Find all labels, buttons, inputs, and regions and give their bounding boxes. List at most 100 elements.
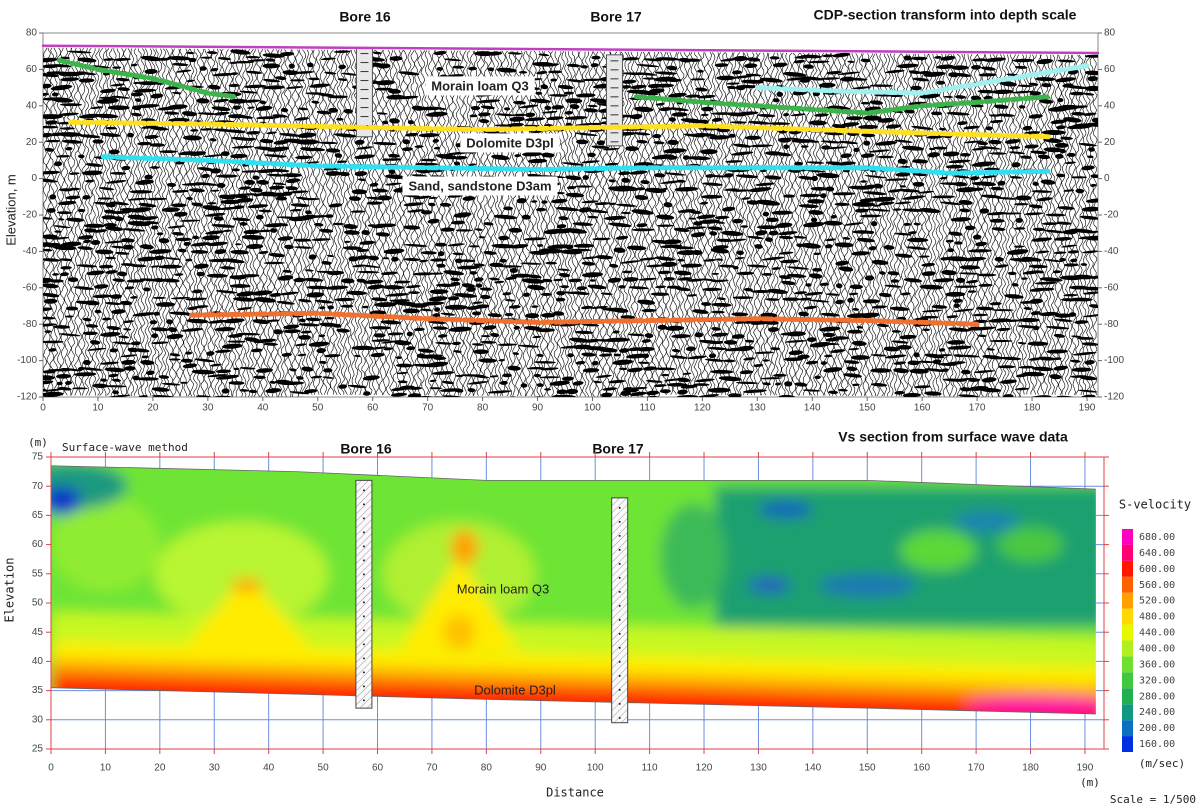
seismic-event [753,364,764,367]
seismic-event [860,180,867,183]
seismic-event [50,64,72,68]
seismic-trace [291,49,296,397]
seismic-event [647,395,659,397]
seismic-event [697,394,720,397]
seismic-event [356,248,370,253]
seismic-event [382,158,390,162]
seismic-event [550,78,558,82]
seismic-event [887,271,900,276]
seismic-event [437,334,448,338]
seismic-event [95,249,114,255]
seismic-event [77,208,86,213]
seismic-event [1056,221,1072,225]
seismic-event [762,211,770,217]
seismic-event [325,148,341,153]
seismic-event [402,147,413,152]
seismic-event [888,398,900,403]
seismic-event [1034,281,1057,285]
seismic-event [186,318,209,324]
seismic-event [73,372,97,377]
seismic-event [790,113,806,117]
seismic-event [436,66,443,71]
seismic-event [338,384,348,389]
seismic-event [963,140,983,144]
y-tick-label: 60 [32,539,44,550]
seismic-event [1020,155,1032,159]
seismic-event [618,285,626,289]
seismic-event [1014,202,1030,206]
colorbar-cell [1122,592,1133,609]
seismic-event [871,305,887,309]
seismic-event [169,353,181,357]
seismic-event [205,212,226,217]
seismic-event [126,279,145,283]
seismic-trace [493,50,499,396]
seismic-event [388,169,396,175]
x-tick-label: 140 [804,403,821,414]
y-tick-label: 20 [1104,137,1116,148]
seismic-event [263,261,285,265]
seismic-event [787,273,807,278]
seismic-event [59,258,73,262]
seismic-event [906,237,929,243]
seismic-event [997,403,1017,408]
seismic-event [83,239,92,244]
seismic-event [981,175,997,179]
field-blob [965,695,1096,714]
seismic-event [130,296,138,299]
seismic-event [57,112,79,116]
seismic-event [604,399,618,403]
seismic-event [394,340,412,346]
seismic-trace [203,48,209,397]
seismic-event [60,127,75,130]
seismic-event [807,199,825,204]
seismic-event [231,145,254,149]
seismic-event [962,256,987,262]
colorbar-cell [1122,704,1133,721]
seismic-trace [917,53,923,397]
y-tick-label: -40 [1104,246,1119,257]
seismic-event [311,100,320,104]
seismic-event [958,200,973,205]
seismic-event [1059,148,1066,154]
seismic-event [167,104,188,110]
seismic-event [1043,229,1066,234]
seismic-trace [382,50,387,396]
seismic-event [1043,138,1063,143]
seismic-event [971,104,984,108]
seismic-event [1013,245,1025,248]
seismic-event [805,283,812,287]
seismic-event [948,159,971,164]
colorbar-cell [1122,576,1133,593]
seismic-event [502,292,512,296]
seismic-event [441,380,455,385]
bore-mark [618,548,621,551]
seismic-event [843,360,860,364]
seismic-event [505,122,524,128]
seismic-event [731,312,749,317]
seismic-event [1039,311,1059,317]
seismic-event [566,185,577,190]
seismic-event [793,59,805,64]
seismic-event [230,153,248,159]
seismic-trace [518,50,524,397]
seismic-trace [199,48,206,397]
seismic-trace [1071,54,1077,396]
seismic-event [433,356,447,361]
seismic-event [456,265,481,270]
seismic-trace [728,52,734,396]
annotation-box [425,76,535,96]
seismic-event [641,339,651,343]
seismic-event [341,72,359,76]
seismic-event [960,152,971,157]
seismic-event [591,55,601,60]
seismic-event [60,241,82,247]
seismic-event [202,235,220,241]
seismic-event [714,215,730,220]
seismic-event [82,317,92,322]
seismic-event [938,127,947,131]
seismic-event [474,277,484,282]
seismic-event [636,72,657,76]
seismic-event [685,94,701,98]
seismic-event [739,370,754,375]
